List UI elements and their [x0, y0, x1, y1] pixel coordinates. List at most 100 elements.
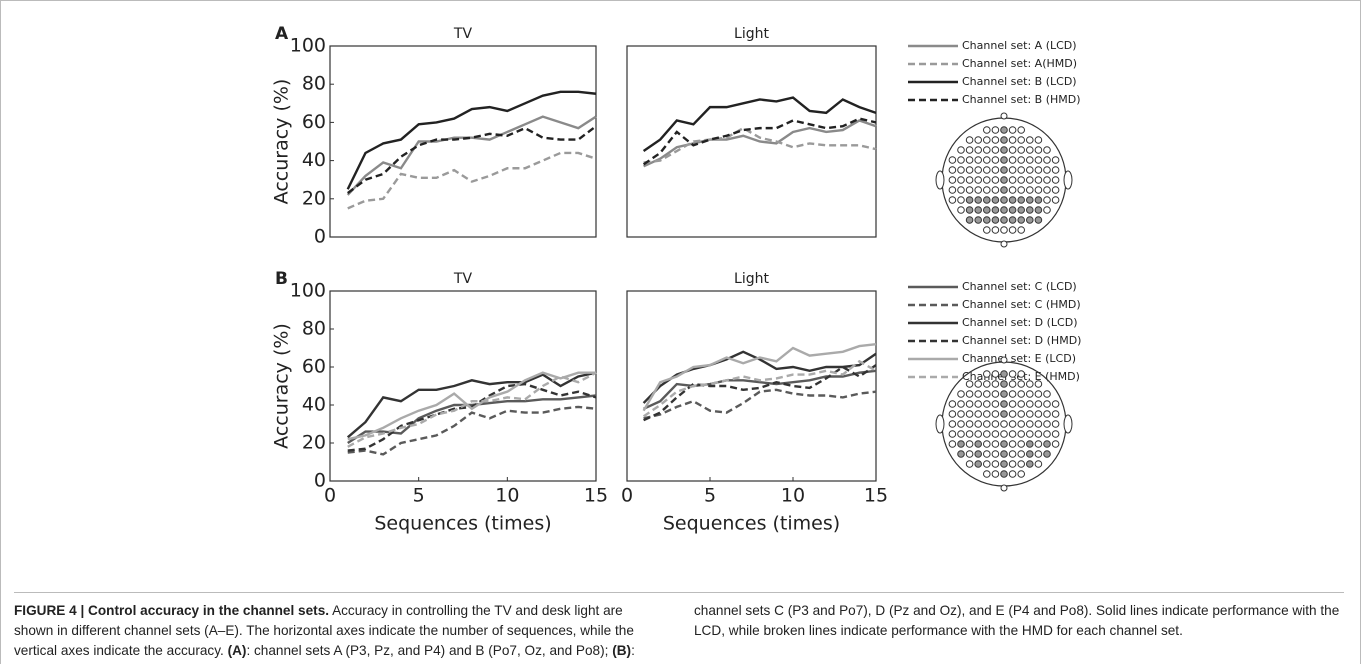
- y-tick-label: 80: [302, 73, 326, 95]
- series-line: [643, 364, 877, 422]
- electrode: [1008, 156, 1017, 164]
- electrode: [1017, 216, 1026, 224]
- electrode: [1026, 400, 1034, 408]
- electrode: [1026, 166, 1034, 174]
- electrode: [1051, 420, 1060, 428]
- electrode: [974, 216, 983, 224]
- electrode: [983, 400, 991, 408]
- x-tick-label: 0: [621, 485, 633, 507]
- electrode: [1017, 156, 1026, 164]
- electrode: [1026, 146, 1034, 154]
- electrode: [957, 390, 965, 398]
- electrode: [991, 380, 1000, 388]
- y-tick-label: 80: [302, 318, 326, 340]
- electrode: [991, 400, 1000, 408]
- electrode: [991, 450, 1000, 458]
- electrode: [1034, 430, 1043, 438]
- electrode: [1043, 196, 1051, 204]
- electrode: [965, 390, 974, 398]
- series-line: [642, 117, 877, 166]
- electrode: [1043, 430, 1051, 438]
- series-line: [347, 394, 597, 445]
- electrode: [948, 196, 957, 204]
- electrode: [965, 430, 974, 438]
- electrode: [957, 400, 965, 408]
- electrode: [991, 420, 1000, 428]
- electrode: [974, 430, 983, 438]
- electrode: [974, 156, 983, 164]
- electrode: [974, 400, 983, 408]
- electrode: [948, 420, 957, 428]
- electrode: [965, 410, 974, 418]
- electrode: [1008, 450, 1017, 458]
- electrode: [983, 440, 991, 448]
- y-tick-label: 20: [302, 432, 326, 454]
- electrode: [1000, 166, 1008, 174]
- electrode: [991, 370, 1000, 378]
- electrode: [1043, 390, 1051, 398]
- plot-frame: [626, 290, 877, 482]
- electrode: [1034, 176, 1043, 184]
- electrode: [1051, 196, 1060, 204]
- electrode: [991, 136, 1000, 144]
- electrode: [1000, 196, 1008, 204]
- caption-mark: (A): [227, 643, 247, 658]
- electrode: [974, 420, 983, 428]
- plot-frame: [626, 45, 877, 238]
- electrode: [1008, 186, 1017, 194]
- electrode: [1017, 136, 1026, 144]
- head-nose: [1000, 240, 1008, 248]
- electrode: [948, 166, 957, 174]
- electrode: [1008, 226, 1017, 234]
- electrode: [1043, 176, 1051, 184]
- electrode: [1000, 460, 1008, 468]
- series-line: [346, 90, 597, 190]
- electrode: [1026, 380, 1034, 388]
- electrode: [983, 430, 991, 438]
- electrode: [1034, 216, 1043, 224]
- electrode: [1017, 146, 1026, 154]
- electrode: [1008, 430, 1017, 438]
- y-tick-label: 0: [314, 226, 326, 248]
- electrode: [957, 450, 965, 458]
- electrode: [983, 450, 991, 458]
- electrode: [957, 206, 965, 214]
- electrode: [991, 440, 1000, 448]
- caption-label: FIGURE 4 | Control accuracy in the chann…: [14, 603, 330, 618]
- electrode: [1043, 420, 1051, 428]
- electrode: [1008, 370, 1017, 378]
- electrode: [974, 166, 983, 174]
- electrode: [948, 410, 957, 418]
- electrode: [991, 156, 1000, 164]
- electrode: [965, 380, 974, 388]
- electrode: [965, 420, 974, 428]
- electrode: [965, 156, 974, 164]
- electrode: [1000, 216, 1008, 224]
- electrode: [957, 196, 965, 204]
- series-line: [642, 343, 877, 412]
- series-line: [643, 388, 877, 420]
- electrode: [1000, 440, 1008, 448]
- y-axis-label: Accuracy (%): [271, 323, 293, 449]
- electrode: [1017, 410, 1026, 418]
- electrode: [957, 176, 965, 184]
- legend-label: Channel set: A (LCD): [962, 39, 1077, 52]
- y-tick-label: 60: [302, 356, 326, 378]
- electrode: [1051, 186, 1060, 194]
- electrode: [1017, 370, 1026, 378]
- legend-label: Channel set: C (LCD): [962, 280, 1077, 293]
- electrode: [991, 390, 1000, 398]
- electrode: [991, 166, 1000, 174]
- electrode: [983, 420, 991, 428]
- electrode: [1026, 156, 1034, 164]
- electrode: [965, 136, 974, 144]
- electrode: [1000, 430, 1008, 438]
- electrode: [1008, 420, 1017, 428]
- electrode: [1017, 400, 1026, 408]
- electrode: [957, 186, 965, 194]
- head-ear: [935, 414, 945, 434]
- electrode: [1017, 126, 1026, 134]
- x-tick-label: 5: [704, 485, 716, 507]
- electrode: [1008, 206, 1017, 214]
- electrode: [983, 186, 991, 194]
